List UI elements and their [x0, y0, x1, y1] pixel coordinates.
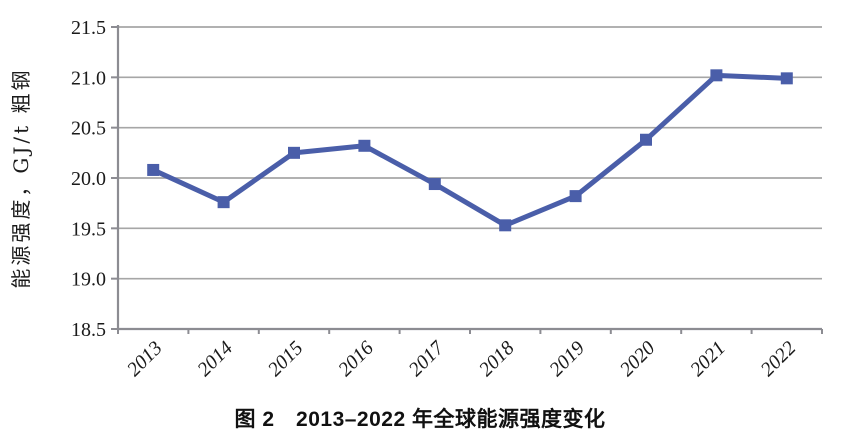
x-tick-label: 2014	[193, 337, 237, 381]
x-tick-label: 2022	[756, 337, 800, 381]
line-chart: 18.5 19.0 19.5 20.0 20.5 21.0 21.5 2013 2014 2015…	[71, 17, 823, 381]
data-point-2017	[428, 178, 441, 191]
x-tick-label: 2018	[475, 337, 519, 381]
data-point-2015	[288, 146, 300, 159]
data-line	[150, 72, 790, 228]
y-tick-label: 20.0	[71, 168, 106, 190]
data-point-2013	[147, 163, 160, 176]
data-point-2016	[358, 139, 371, 152]
y-tick-label: 19.0	[71, 269, 106, 291]
data-point-2022	[780, 72, 793, 85]
x-tick-label: 2015	[264, 337, 308, 381]
data-point-2018	[499, 219, 512, 232]
y-tick-label: 18.5	[71, 319, 106, 341]
data-point-2014	[217, 196, 230, 209]
y-axis-title: 能源强度，GJ/t 粗钢	[9, 67, 33, 289]
figure-caption: 图 2 2013–2022 年全球能源强度变化	[234, 408, 606, 431]
data-point-2020	[640, 133, 652, 146]
x-tick-label: 2017	[404, 336, 449, 381]
x-tick-label: 2021	[686, 337, 730, 381]
data-point-2019	[569, 190, 582, 203]
x-tick-label: 2019	[545, 337, 589, 381]
y-tick-label: 21.0	[71, 67, 106, 89]
y-tick-label: 19.5	[71, 218, 106, 240]
y-tick-label: 21.5	[71, 17, 106, 39]
data-point-2021	[710, 69, 723, 82]
x-tick-label: 2013	[123, 337, 167, 381]
y-tick-label: 20.5	[71, 118, 106, 140]
x-tick-label: 2020	[616, 337, 660, 381]
x-tick-label: 2016	[334, 337, 378, 381]
